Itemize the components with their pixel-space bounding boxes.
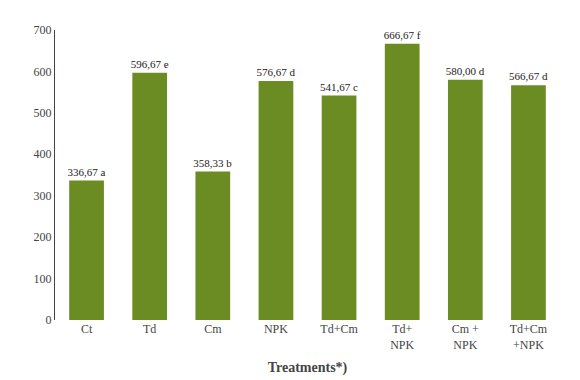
svg-text:358,33 b: 358,33 b: [193, 157, 232, 169]
svg-text:200: 200: [34, 230, 52, 244]
svg-text:666,67 f: 666,67 f: [384, 29, 421, 41]
svg-text:0: 0: [46, 313, 52, 327]
svg-text:Cm +NPK: Cm +NPK: [452, 322, 479, 352]
svg-text:Td+Cm: Td+Cm: [320, 322, 358, 336]
svg-text:100: 100: [34, 272, 52, 286]
svg-text:Td+Cm+NPK: Td+Cm+NPK: [510, 322, 548, 352]
svg-text:Td+NPK: Td+NPK: [390, 322, 414, 352]
svg-text:580,00 d: 580,00 d: [446, 65, 485, 77]
svg-text:Treatments*): Treatments*): [268, 360, 348, 376]
svg-text:Cm: Cm: [204, 322, 222, 336]
svg-text:NPK: NPK: [264, 322, 288, 336]
svg-text:541,67 c: 541,67 c: [320, 81, 358, 93]
svg-text:500: 500: [34, 106, 52, 120]
svg-text:300: 300: [34, 189, 52, 203]
svg-text:400: 400: [34, 147, 52, 161]
svg-text:Ct: Ct: [81, 322, 93, 336]
svg-text:Td: Td: [143, 322, 156, 336]
svg-text:700: 700: [34, 23, 52, 37]
svg-text:600: 600: [34, 65, 52, 79]
svg-text:576,67 d: 576,67 d: [256, 66, 295, 78]
svg-text:336,67 a: 336,67 a: [68, 166, 106, 178]
svg-text:566,67 d: 566,67 d: [509, 70, 548, 82]
svg-text:596,67 e: 596,67 e: [131, 58, 169, 70]
